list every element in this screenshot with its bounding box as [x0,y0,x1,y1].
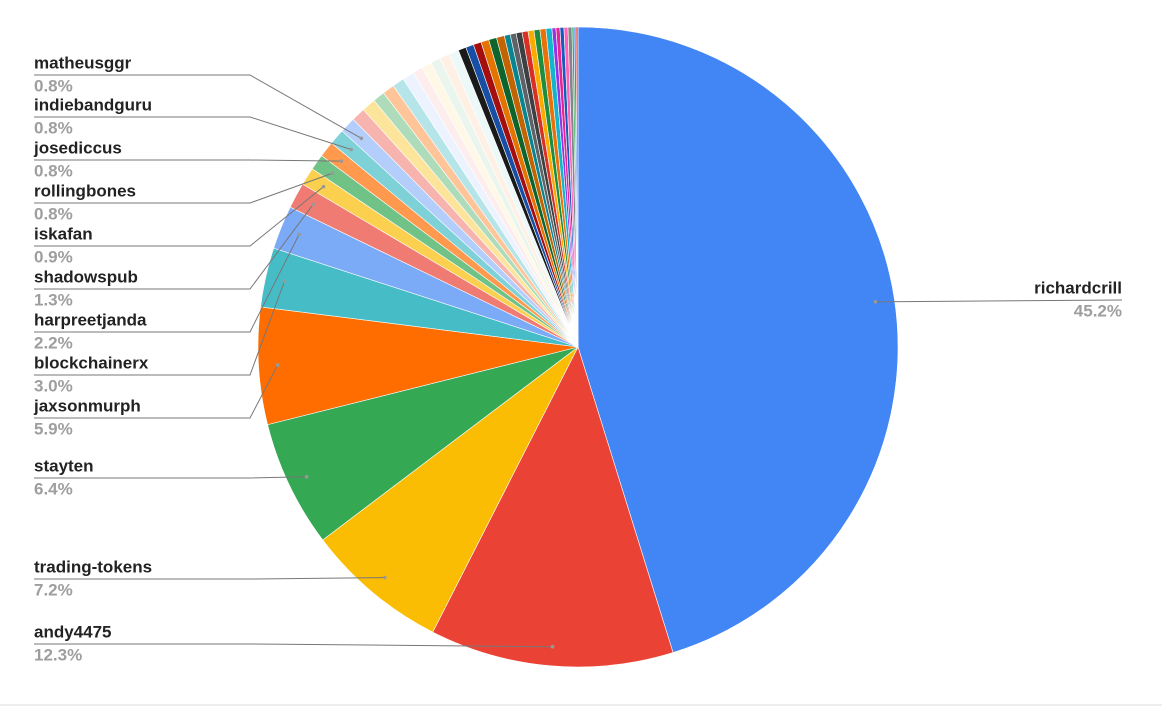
leader-line [34,364,279,419]
leader-dot [304,474,309,479]
leader-dot [359,136,364,141]
slice-label: jaxsonmurph [33,396,141,415]
leader-line [34,204,314,290]
slice-value-label: 0.8% [34,76,73,95]
slice-label: stayten [34,456,94,475]
leader-line [34,577,385,580]
pie-slice [432,346,674,668]
slice-label: richardcrill [1034,278,1122,297]
leader-line [34,172,333,204]
slice-value-label: 0.8% [34,204,73,223]
pie-slice [267,346,579,541]
slice-value-label: 45.2% [1074,301,1122,320]
leader-line [34,74,362,139]
slice-value-label: 2.2% [34,333,73,352]
slice-label: trading-tokens [34,557,152,576]
slice-label: shadowspub [34,267,138,286]
slice-value-label: 3.0% [34,376,73,395]
slice-value-label: 0.8% [34,118,73,137]
leader-dot [383,575,387,580]
leader-dot [330,171,335,176]
leader-dot [297,232,301,237]
slice-value-label: 0.9% [34,247,73,266]
slice-label: andy4475 [34,622,112,641]
slice-label: indiebandguru [34,95,152,114]
leader-dot [339,159,344,163]
leader-dot [349,147,353,152]
leader-line [875,299,1123,303]
leader-line [34,234,300,333]
leader-line [34,476,307,479]
slice-value-label: 0.8% [34,161,73,180]
slice-label: rollingbones [34,181,136,200]
leader-dot [311,202,315,207]
slice-value-label: 7.2% [34,580,73,599]
pie-slice [577,26,899,653]
leader-dot [873,300,878,304]
leader-dot [282,279,287,284]
slice-value-label: 12.3% [34,645,82,664]
slice-label: iskafan [34,224,93,243]
leader-line [34,116,352,150]
slice-label: josediccus [33,138,122,157]
slice-label: blockchainerx [34,353,149,372]
pie-slice [322,346,579,633]
slice-value-label: 6.4% [34,479,73,498]
leader-line [34,159,342,162]
leader-line [34,643,553,648]
slice-label: matheusggr [34,53,132,72]
leader-line [34,186,324,247]
leader-line [34,281,285,376]
pie-slice [575,26,579,348]
leader-dot [321,184,326,189]
slice-value-label: 5.9% [34,419,73,438]
leader-dot [550,644,555,649]
slice-value-label: 1.3% [34,290,73,309]
leader-dot [275,363,280,367]
slice-label: harpreetjanda [34,310,147,329]
